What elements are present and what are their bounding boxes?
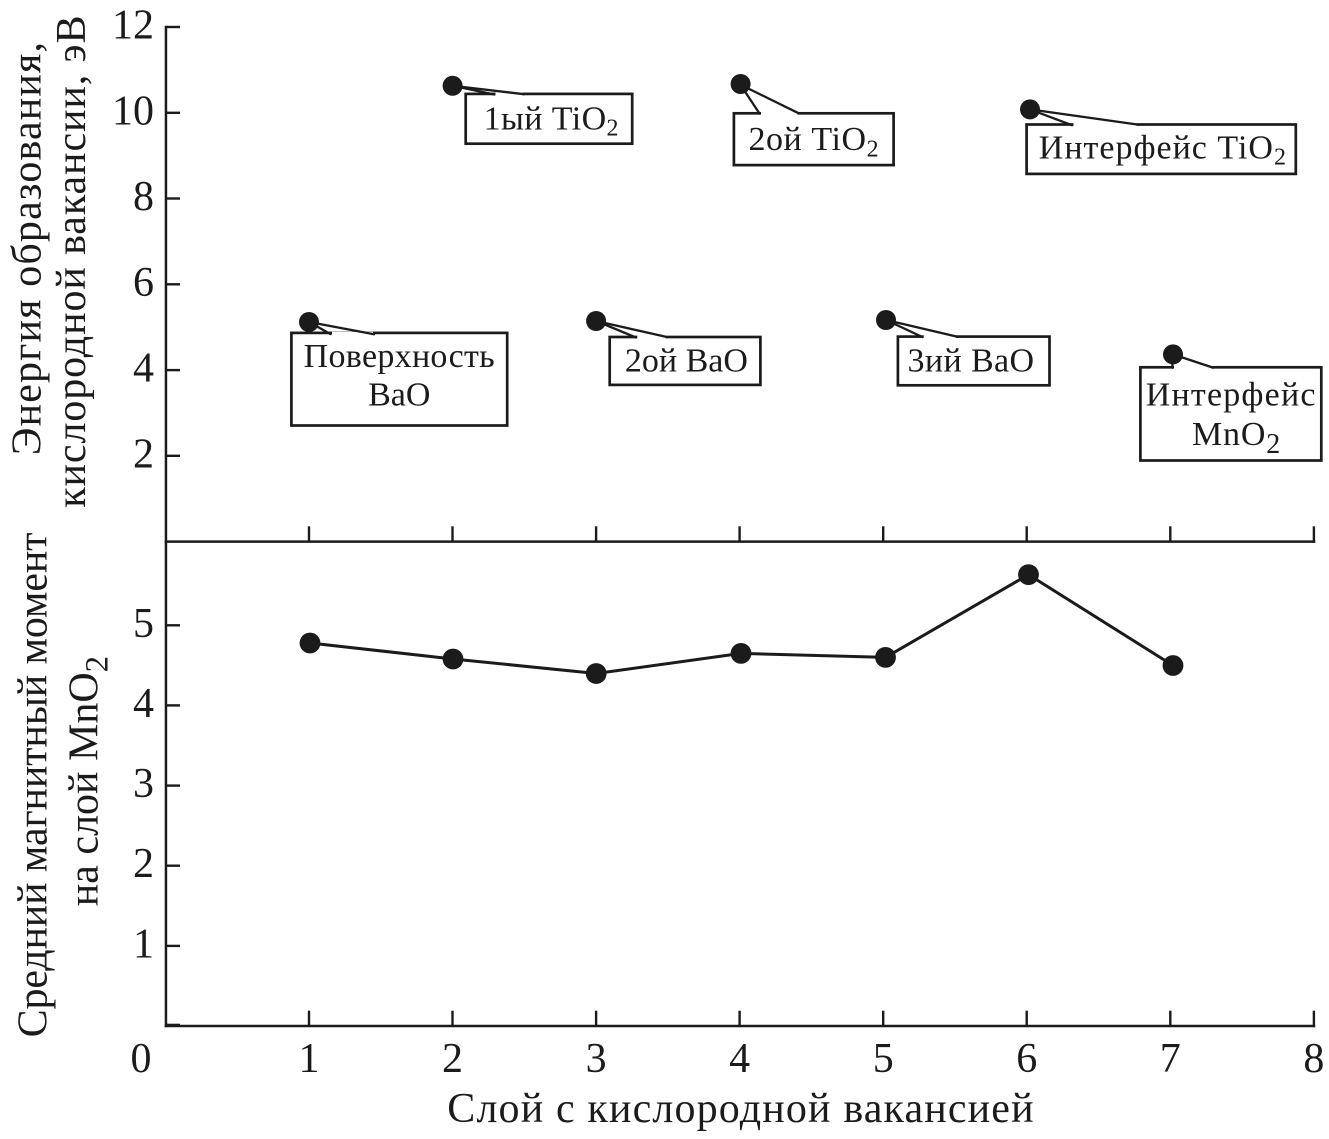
- svg-text:2: 2: [133, 431, 154, 477]
- svg-text:8: 8: [1303, 1036, 1324, 1082]
- svg-text:4: 4: [133, 346, 154, 392]
- svg-text:1: 1: [133, 921, 154, 967]
- svg-text:Поверхность: Поверхность: [304, 338, 495, 375]
- svg-text:Слой с кислородной вакансией: Слой с кислородной вакансией: [447, 1086, 1034, 1132]
- svg-text:кислородной вакансии, эВ: кислородной вакансии, эВ: [49, 15, 95, 508]
- svg-text:на слой MnO2: на слой MnO2: [62, 656, 116, 906]
- svg-text:0: 0: [131, 1036, 152, 1082]
- svg-text:BaO: BaO: [368, 376, 430, 413]
- svg-text:3: 3: [133, 761, 154, 807]
- svg-text:2ой TiO2: 2ой TiO2: [748, 121, 879, 162]
- svg-text:4: 4: [133, 681, 154, 727]
- svg-text:Интерфейс: Интерфейс: [1146, 376, 1317, 413]
- svg-text:1: 1: [299, 1036, 320, 1082]
- svg-text:1ый TiO2: 1ый TiO2: [484, 100, 619, 141]
- svg-text:6: 6: [133, 260, 154, 306]
- svg-text:Интерфейс TiO2: Интерфейс TiO2: [1039, 129, 1287, 170]
- svg-text:7: 7: [1160, 1036, 1181, 1082]
- svg-text:5: 5: [133, 601, 154, 647]
- svg-text:MnO2: MnO2: [1192, 416, 1281, 460]
- svg-text:3ий BaO: 3ий BaO: [907, 342, 1034, 379]
- svg-text:8: 8: [133, 174, 154, 220]
- svg-text:Энергия образования,: Энергия образования,: [4, 41, 50, 455]
- svg-text:6: 6: [1016, 1036, 1037, 1082]
- svg-text:2: 2: [442, 1036, 463, 1082]
- svg-text:10: 10: [112, 88, 154, 134]
- svg-text:4: 4: [729, 1036, 750, 1082]
- svg-text:5: 5: [873, 1036, 894, 1082]
- svg-text:2: 2: [133, 841, 154, 887]
- svg-text:3: 3: [586, 1036, 607, 1082]
- svg-text:12: 12: [112, 3, 154, 49]
- svg-text:2ой BaO: 2ой BaO: [625, 342, 748, 379]
- svg-text:Средний магнитный момент: Средний магнитный момент: [11, 533, 57, 1038]
